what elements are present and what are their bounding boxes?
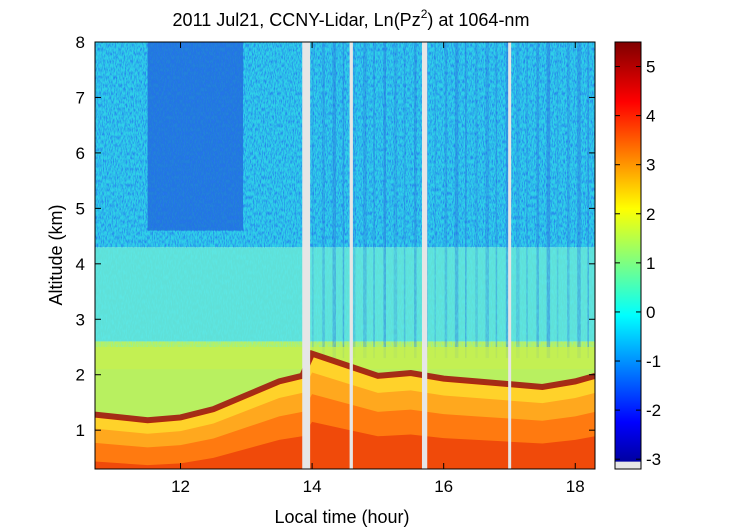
signal-streak [383,42,386,359]
signal-streak [577,42,581,359]
signal-streak [536,42,539,359]
y-tick-label: 8 [76,33,85,52]
signal-streak [444,42,448,359]
y-tick-label: 4 [76,255,85,274]
signal-streak [434,42,436,359]
signal-streak [342,42,345,359]
colorbar-no-data-swatch [615,461,641,469]
x-tick-label: 12 [171,477,190,496]
signal-streak [567,42,570,359]
colorbar-gradient [615,42,641,469]
colorbar: -3 -2 -1 0 1 2 3 4 5 [614,41,661,470]
signal-streak [454,42,459,359]
colorbar-tick-label: -1 [646,352,661,371]
y-tick-label: 6 [76,144,85,163]
colorbar-tick-label: 4 [646,107,655,126]
signal-streak [475,42,478,359]
colorbar-tick-label: 1 [646,254,655,273]
data-gap [302,42,311,469]
y-tick-label: 5 [76,199,85,218]
signal-streak [465,42,467,359]
colorbar-frame [614,41,642,470]
boundary-layer-top [95,349,595,424]
plot-area [95,42,595,469]
signal-streak [332,42,336,359]
x-axis: 12 14 16 18 [171,42,585,496]
x-tick-label: 14 [303,477,322,496]
y-tick-label: 7 [76,88,85,107]
x-tick-label: 16 [434,477,453,496]
signal-streak [587,42,589,359]
chart-title: 2011 Jul21, CCNY-Lidar, Ln(Pz2) at 1064-… [173,7,530,30]
colorbar-tick-label: 5 [646,58,655,77]
x-tick-label: 18 [566,477,585,496]
signal-streak [414,42,417,359]
aerosol-texture [95,247,595,347]
mixed-layer-red [95,421,595,469]
colorbar-tick-label: 3 [646,156,655,175]
signal-streak [363,42,367,359]
data-gap [421,42,428,469]
colorbar-tick-label: 0 [646,303,655,322]
signal-streak [373,42,375,359]
data-gap [349,42,353,469]
signal-streak [485,42,489,359]
signal-streak [556,42,559,359]
signal-streak [516,42,520,359]
y-tick-label: 1 [76,421,85,440]
signal-streak [403,42,406,359]
y-axis: 1 2 3 4 5 6 7 8 [76,33,595,440]
colorbar-tick-label: 2 [646,205,655,224]
signal-streak [312,42,314,359]
y-axis-label: Altitude (km) [46,204,66,305]
signal-streak [546,42,551,359]
signal-streak [322,42,325,359]
y-tick-label: 2 [76,366,85,385]
y-tick-label: 3 [76,310,85,329]
signal-streak [505,42,509,359]
colorbar-tick-label: -2 [646,401,661,420]
transition-band [95,347,595,370]
signal-streak [495,42,498,359]
data-gap [508,42,512,469]
x-axis-label: Local time (hour) [274,507,409,527]
plot-frame [94,41,596,470]
signal-streak [393,42,398,359]
signal-streak [352,42,356,359]
colorbar-tick-label: -3 [646,450,661,469]
signal-streak [526,42,528,359]
low-signal-noise [147,42,244,231]
